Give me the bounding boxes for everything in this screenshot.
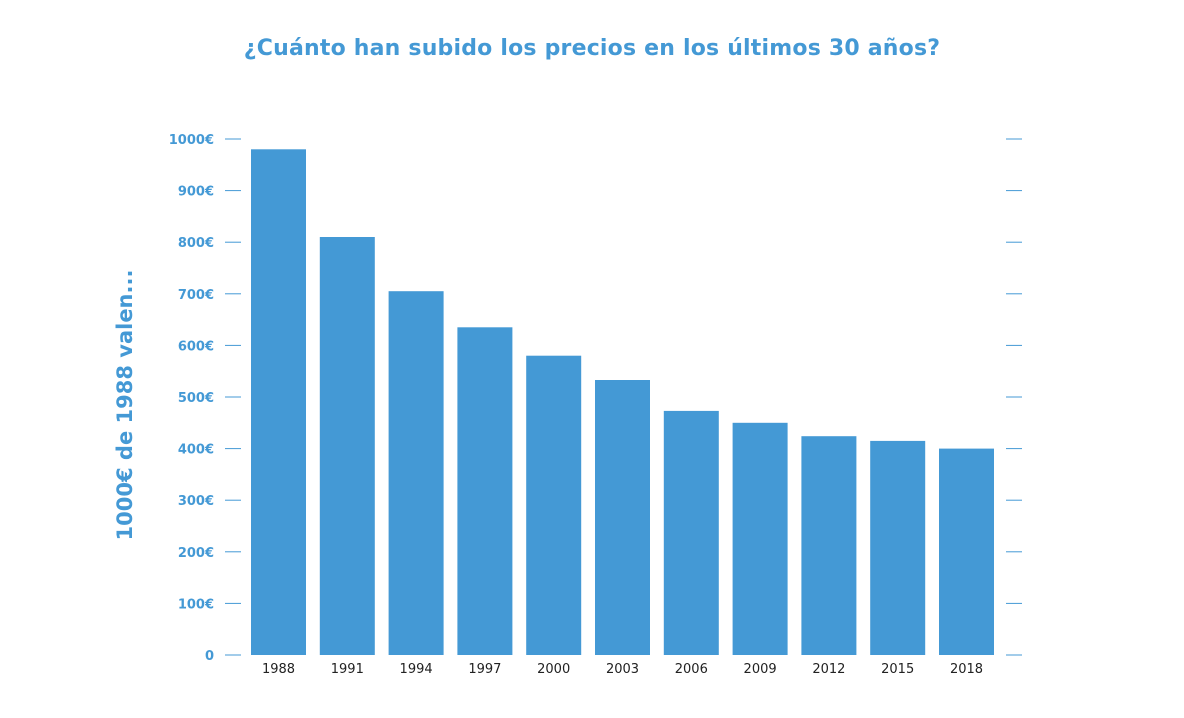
bar-2015 [870,440,926,655]
bar-2018 [939,448,994,655]
y-tick-label: 600€ [178,339,214,354]
x-tick-label: 1988 [262,662,295,677]
bar-1994 [388,291,444,655]
x-tick-label: 2018 [950,662,983,677]
bar-2006 [663,410,719,655]
y-tick-label: 300€ [178,494,214,509]
x-tick-label: 2006 [675,662,708,677]
left-y-ticks: 0 100€ 200€ 300€ 400€ 500€ 600€ 700€ 800€ 900€ 100… [169,133,241,664]
y-axis-label: 1000€ de 1988 valen... [113,270,137,541]
bars [251,149,994,656]
y-tick-label: 500€ [178,391,214,406]
chart-title: ¿Cuánto han subido los precios en los úl… [243,36,941,61]
bar-1988 [251,149,306,656]
y-tick-label: 100€ [178,597,214,612]
y-tick-label: 900€ [178,185,214,200]
y-tick-label: 0 [205,649,214,664]
y-tick-label: 200€ [178,546,214,561]
bar-1991 [319,237,375,655]
bar-2000 [526,355,582,655]
x-tick-label: 2003 [606,662,639,677]
x-tick-label: 1997 [468,662,501,677]
right-y-ticks [1006,138,1022,656]
y-tick-label: 1000€ [169,133,214,148]
y-tick-label: 800€ [178,236,214,251]
x-tick-label: 1994 [400,662,433,677]
y-axis-label-group: 1000€ de 1988 valen... [113,270,137,541]
x-tick-labels: 1988 1991 1994 1997 2000 2003 2006 2009 2012 2015… [262,662,983,677]
y-tick-label: 700€ [178,288,214,303]
y-tick-label: 400€ [178,443,214,458]
bar-2009 [732,422,788,655]
x-tick-label: 2000 [537,662,570,677]
bar-2012 [801,436,857,655]
x-tick-label: 2009 [744,662,777,677]
x-tick-label: 2012 [812,662,845,677]
x-tick-label: 2015 [881,662,914,677]
x-tick-label: 1991 [331,662,364,677]
bar-2003 [595,380,650,655]
bar-1997 [457,327,513,655]
